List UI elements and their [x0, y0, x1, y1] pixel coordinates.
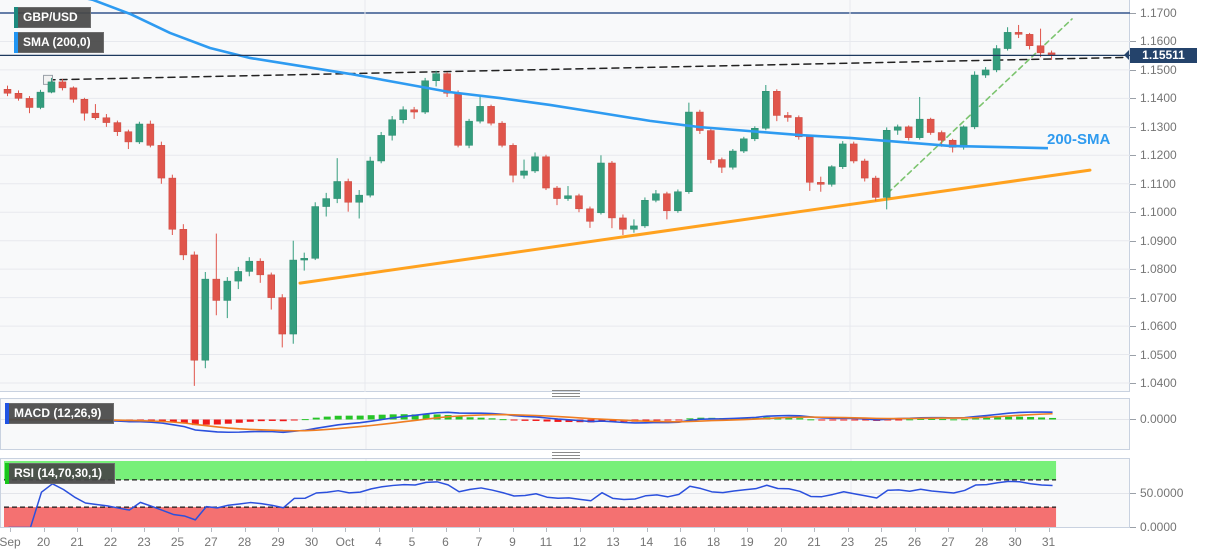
candles	[3, 24, 1056, 386]
date-label: 9	[509, 535, 516, 549]
symbol-accent-bar	[14, 7, 18, 28]
axis-tick-label: 1.0500	[1140, 347, 1177, 362]
axis-tick-label: 1.1300	[1140, 119, 1177, 134]
date-label: 5	[408, 535, 416, 549]
date-label: 12	[572, 535, 587, 549]
sma-legend-badge[interactable]: SMA (200,0)	[14, 32, 104, 53]
axis-tick-label: 1.1600	[1140, 34, 1177, 49]
date-label: 18	[706, 535, 721, 549]
axis-tick-label: 1.0900	[1140, 233, 1177, 248]
date-label: 26	[907, 535, 922, 549]
axis-tick-label: 1.1400	[1140, 91, 1177, 106]
date-label: 30	[1008, 535, 1022, 549]
date-label: 14	[639, 535, 654, 549]
date-label: 22	[103, 535, 118, 549]
axis-tick-label: 1.0700	[1140, 290, 1177, 305]
date-label: 20	[36, 535, 51, 549]
date-label: 27	[204, 535, 218, 549]
axis-tick-label: 0.0000	[1140, 519, 1177, 534]
macd-accent-bar	[5, 403, 9, 424]
date-label: 30	[304, 535, 319, 549]
date-label: 23	[840, 535, 855, 549]
axis-tick-label: 1.0800	[1140, 262, 1177, 277]
axis-tick-label: 1.1500	[1140, 62, 1177, 77]
axis-tick-label: 0.0000	[1140, 411, 1177, 426]
date-label: 31	[1041, 535, 1056, 549]
date-label: 19	[740, 535, 754, 549]
time-axis[interactable]: Sep 20 21 22 23 25 27 28 29 30 Oct 4 5 6 7 9 11 12 13 14 16 1…	[0, 528, 1130, 555]
price-chart-panel[interactable]	[0, 0, 1130, 392]
panel-resize-handle-macd[interactable]	[552, 388, 580, 397]
macd-panel[interactable]	[0, 398, 1130, 450]
rsi-label: RSI (14,70,30,1)	[14, 466, 103, 480]
axis-tick-label: 1.1100	[1140, 176, 1176, 191]
date-label: Sep	[0, 535, 21, 549]
axis-tick-label: 1.1000	[1140, 205, 1177, 220]
current-price-badge: 1.15511	[1124, 47, 1197, 63]
sma-200-line	[87, 0, 1049, 150]
axis-tick-label: 1.0600	[1140, 319, 1177, 334]
symbol-legend-badge[interactable]: GBP/USD	[14, 7, 91, 28]
sma-accent-bar	[14, 32, 18, 53]
date-label: 28	[237, 535, 252, 549]
date-label: 23	[137, 535, 151, 549]
macd-label: MACD (12,26,9)	[14, 406, 102, 420]
sma-line-annotation: 200-SMA	[1047, 131, 1111, 148]
panel-resize-handle-rsi[interactable]	[552, 450, 580, 459]
rsi-line	[8, 480, 1053, 527]
date-label: 28	[974, 535, 989, 549]
macd-line	[8, 411, 1053, 434]
axis-tick-label: 1.0400	[1140, 376, 1177, 390]
macd-signal-line	[8, 412, 1053, 432]
rsi-accent-bar	[5, 463, 9, 484]
rsi-legend-badge[interactable]: RSI (14,70,30,1)	[5, 463, 116, 484]
date-label: 21	[70, 535, 84, 549]
date-label: 13	[606, 535, 620, 549]
axis-tick-label: 1.1200	[1140, 148, 1177, 163]
date-label: 11	[539, 535, 553, 549]
macd-legend-badge[interactable]: MACD (12,26,9)	[5, 403, 115, 424]
date-label: 25	[874, 535, 888, 549]
date-label: 21	[807, 535, 821, 549]
date-label: 27	[941, 535, 955, 549]
rsi-overbought-band	[4, 461, 1057, 480]
axis-tick-label: 50.0000	[1140, 485, 1184, 500]
date-label: 4	[375, 535, 382, 549]
rsi-canvas[interactable]	[1, 459, 1129, 527]
sma-label: SMA (200,0)	[23, 35, 91, 49]
price-axis[interactable]: 1.1700 1.1600 1.1500 1.1400 1.1300 1.1200 1.11…	[1130, 0, 1207, 534]
date-label: 6	[442, 535, 449, 549]
date-label: Oct	[335, 535, 355, 549]
date-label: 16	[673, 535, 687, 549]
rsi-oversold-band	[4, 507, 1057, 527]
rsi-panel[interactable]	[0, 458, 1130, 528]
date-label: 7	[475, 535, 483, 549]
macd-canvas[interactable]	[1, 399, 1129, 449]
axis-tick-label: 1.1700	[1140, 6, 1177, 20]
symbol-label: GBP/USD	[23, 10, 78, 24]
date-label: 25	[170, 535, 185, 549]
date-label: 29	[271, 535, 285, 549]
date-label: 20	[773, 535, 788, 549]
price-chart-canvas[interactable]	[0, 0, 1130, 392]
